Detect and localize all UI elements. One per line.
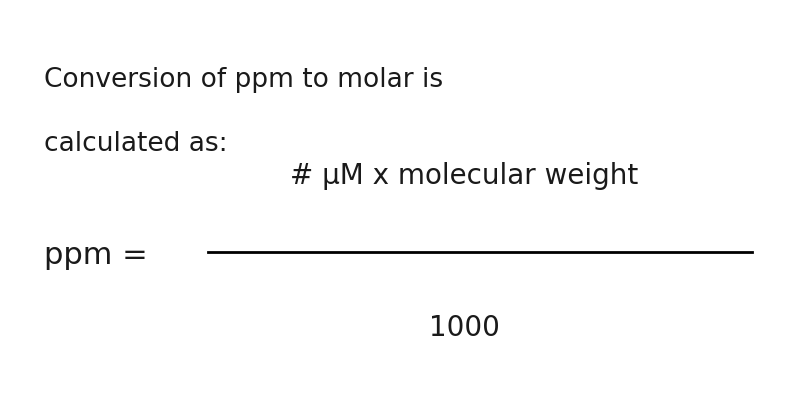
Text: ppm =: ppm = bbox=[44, 242, 148, 270]
Text: # μM x molecular weight: # μM x molecular weight bbox=[290, 162, 638, 190]
Text: calculated as:: calculated as: bbox=[44, 131, 228, 157]
Text: 1000: 1000 bbox=[429, 314, 499, 342]
Text: Conversion of ppm to molar is: Conversion of ppm to molar is bbox=[44, 67, 443, 93]
